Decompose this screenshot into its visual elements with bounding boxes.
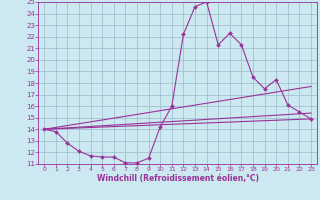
- X-axis label: Windchill (Refroidissement éolien,°C): Windchill (Refroidissement éolien,°C): [97, 174, 259, 183]
